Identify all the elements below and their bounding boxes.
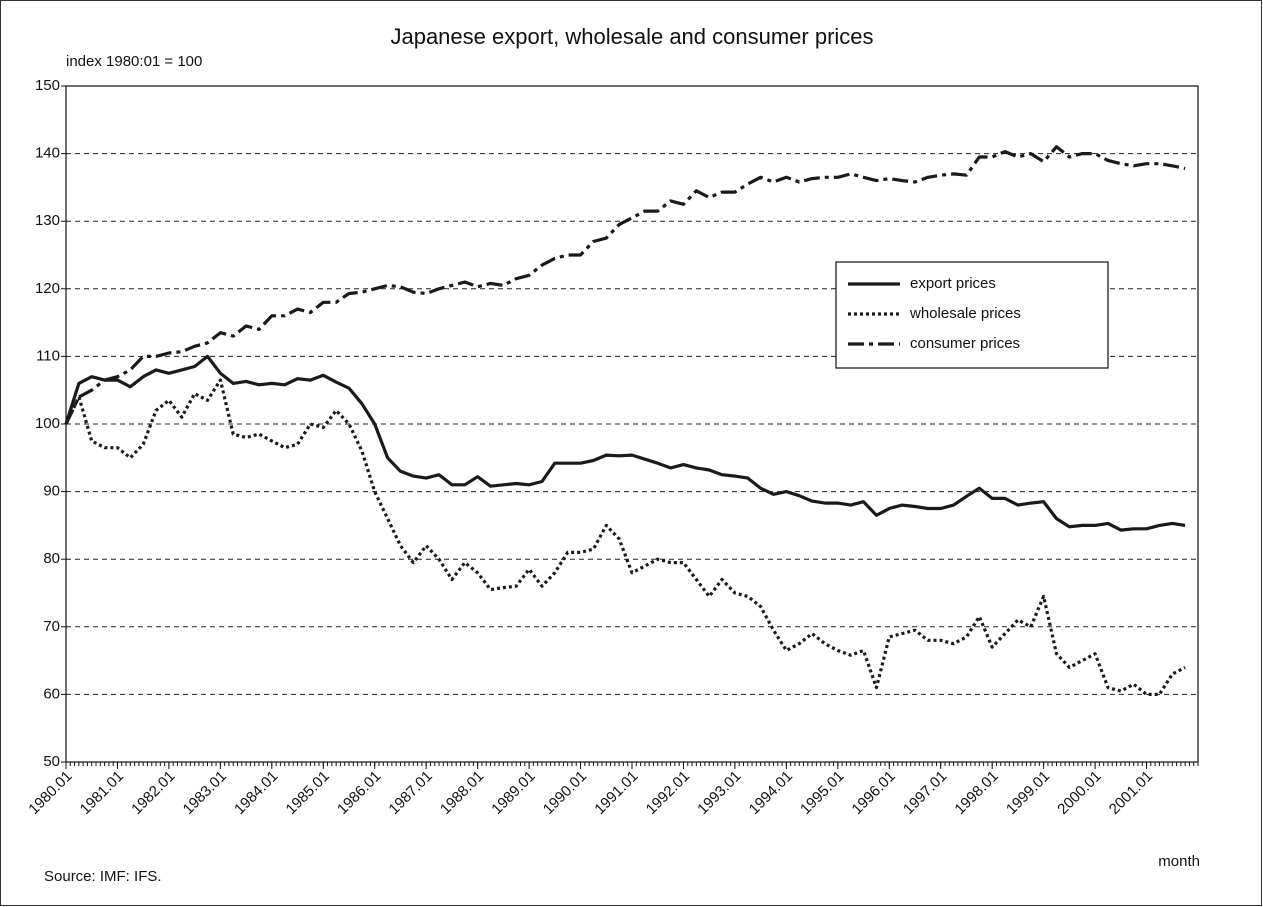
chart-title: Japanese export, wholesale and consumer … <box>390 24 873 49</box>
y-tick-label: 100 <box>35 415 60 432</box>
y-tick-label: 60 <box>43 685 60 702</box>
legend-label: export prices <box>910 275 996 292</box>
legend: export prices wholesale prices consumer pr… <box>835 261 1109 369</box>
y-axis-label: index 1980:01 = 100 <box>66 53 202 70</box>
x-axis-label: month <box>1158 853 1200 870</box>
y-tick-label: 90 <box>43 483 60 500</box>
legend-label: consumer prices <box>910 335 1020 352</box>
y-tick-label: 110 <box>36 347 60 364</box>
y-tick-label: 70 <box>43 618 60 635</box>
y-tick-label: 50 <box>43 753 60 770</box>
series-line <box>64 354 1186 532</box>
y-tick-label: 120 <box>35 280 60 297</box>
y-tick-label: 80 <box>43 550 60 567</box>
legend-box <box>835 261 1109 369</box>
legend-label: wholesale prices <box>909 305 1021 322</box>
series-line <box>64 145 1186 425</box>
y-tick-label: 140 <box>35 145 60 162</box>
source-note: Source: IMF: IFS. <box>44 868 162 885</box>
y-tick-label: 150 <box>35 77 60 94</box>
y-tick-label: 130 <box>35 212 60 229</box>
series-line <box>64 378 1186 696</box>
